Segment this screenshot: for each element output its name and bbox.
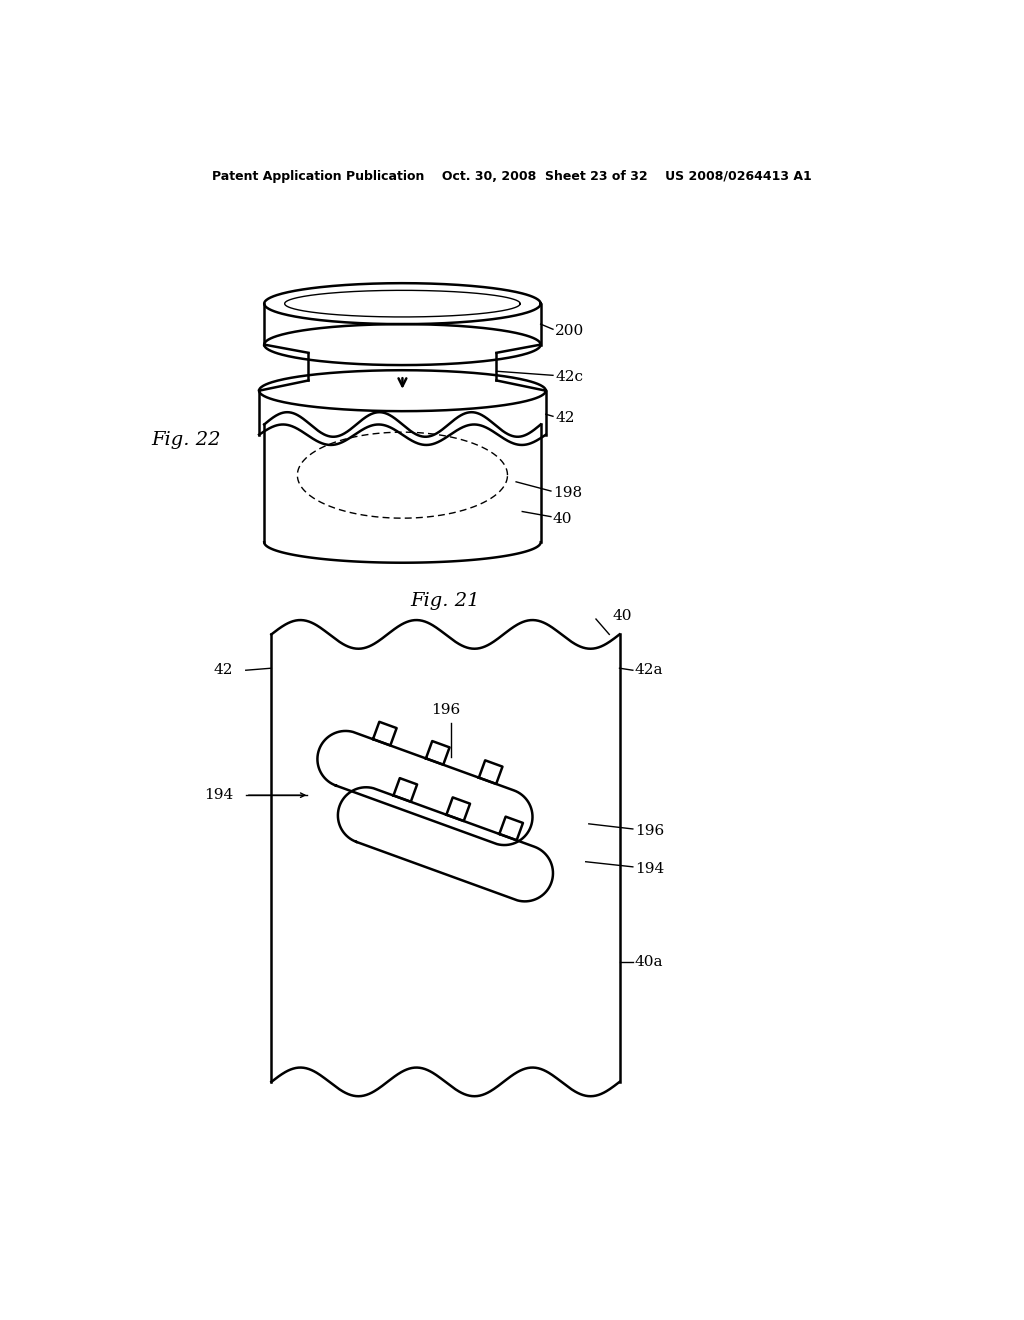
Text: 42a: 42a bbox=[635, 663, 664, 677]
Text: Fig. 22: Fig. 22 bbox=[152, 430, 221, 449]
Text: 40a: 40a bbox=[635, 956, 664, 969]
Text: 40: 40 bbox=[553, 512, 572, 525]
Text: 42: 42 bbox=[214, 663, 233, 677]
Text: 42: 42 bbox=[555, 412, 574, 425]
Text: 40: 40 bbox=[612, 609, 632, 623]
Text: Fig. 21: Fig. 21 bbox=[411, 591, 480, 610]
Text: 198: 198 bbox=[553, 486, 582, 500]
Text: 200: 200 bbox=[555, 325, 585, 338]
Text: Patent Application Publication    Oct. 30, 2008  Sheet 23 of 32    US 2008/02644: Patent Application Publication Oct. 30, … bbox=[212, 170, 812, 183]
Text: 196: 196 bbox=[635, 824, 665, 838]
Text: 194: 194 bbox=[204, 788, 233, 803]
Text: 194: 194 bbox=[635, 862, 665, 876]
Text: 42c: 42c bbox=[555, 371, 583, 384]
Text: 196: 196 bbox=[431, 704, 460, 717]
